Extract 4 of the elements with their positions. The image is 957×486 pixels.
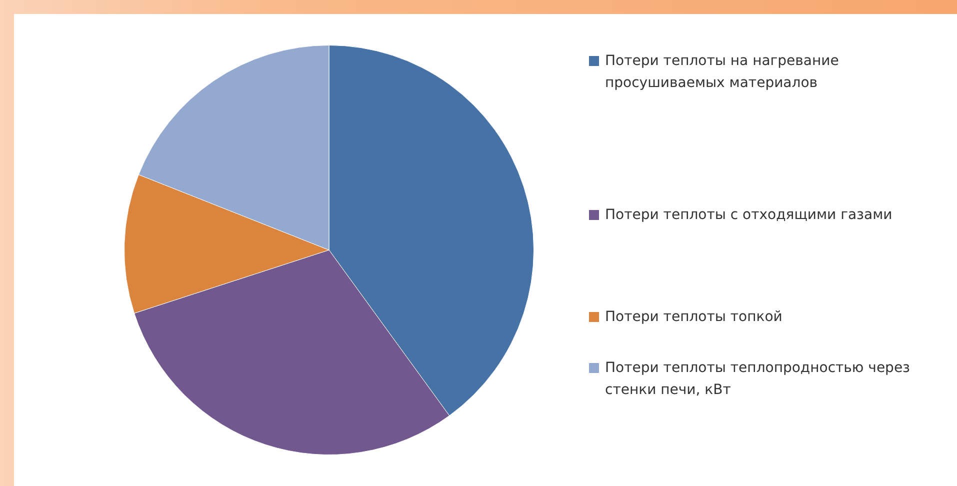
legend-label: Потери теплоты топкой — [605, 308, 782, 327]
legend-label: Потери теплоты теплопродностью через стенки печи, кВт — [605, 359, 911, 400]
legend-label: Потери теплоты на нагревание просушиваемых материалов — [605, 52, 840, 93]
legend-label: Потери теплоты с отходящими газами — [605, 206, 892, 225]
